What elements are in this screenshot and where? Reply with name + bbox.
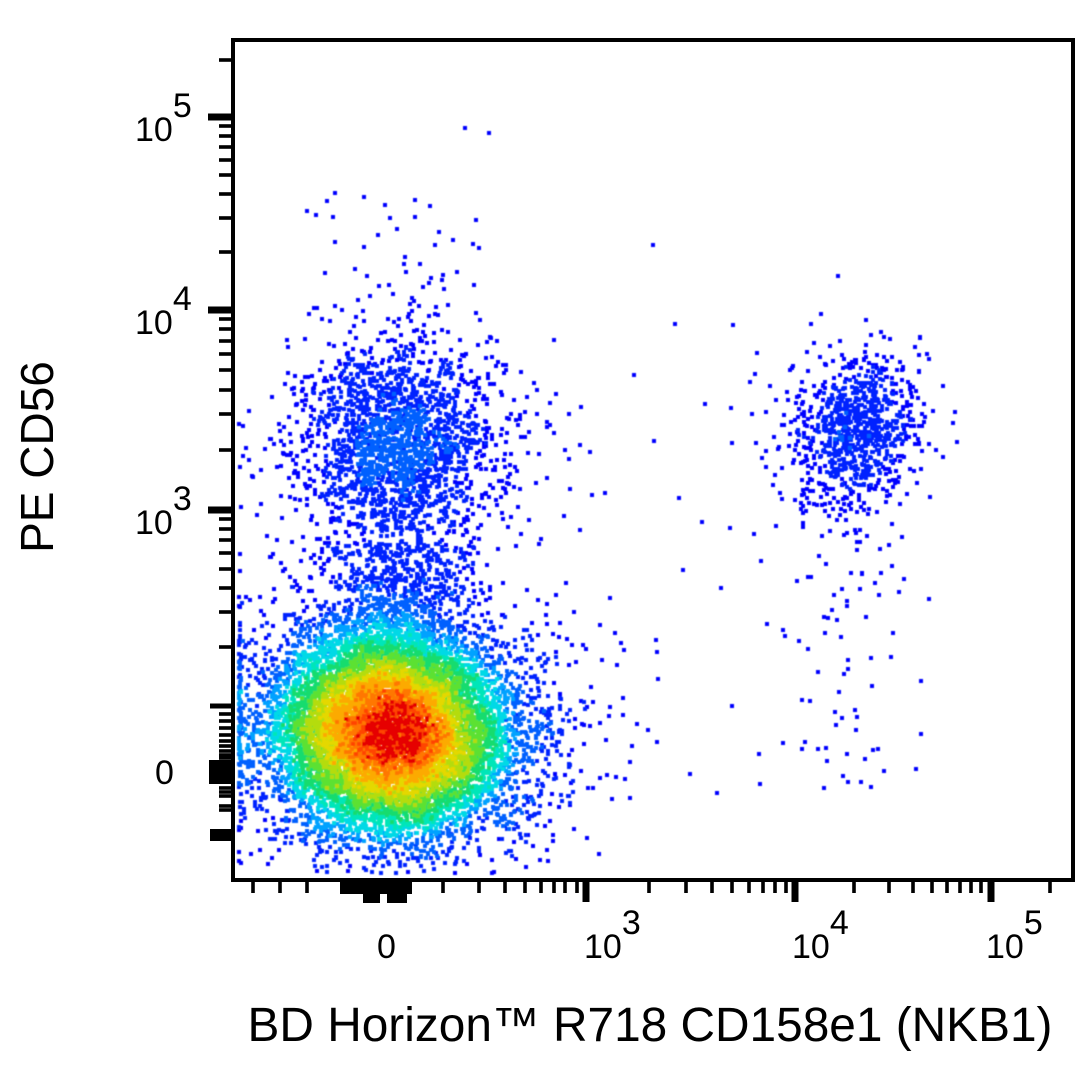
svg-text:0: 0 (155, 754, 174, 792)
svg-text:PE CD56: PE CD56 (11, 361, 63, 553)
svg-text:0: 0 (377, 928, 396, 966)
svg-text:BD Horizon™ R718 CD158e1 (NKB1: BD Horizon™ R718 CD158e1 (NKB1) (248, 999, 1053, 1052)
